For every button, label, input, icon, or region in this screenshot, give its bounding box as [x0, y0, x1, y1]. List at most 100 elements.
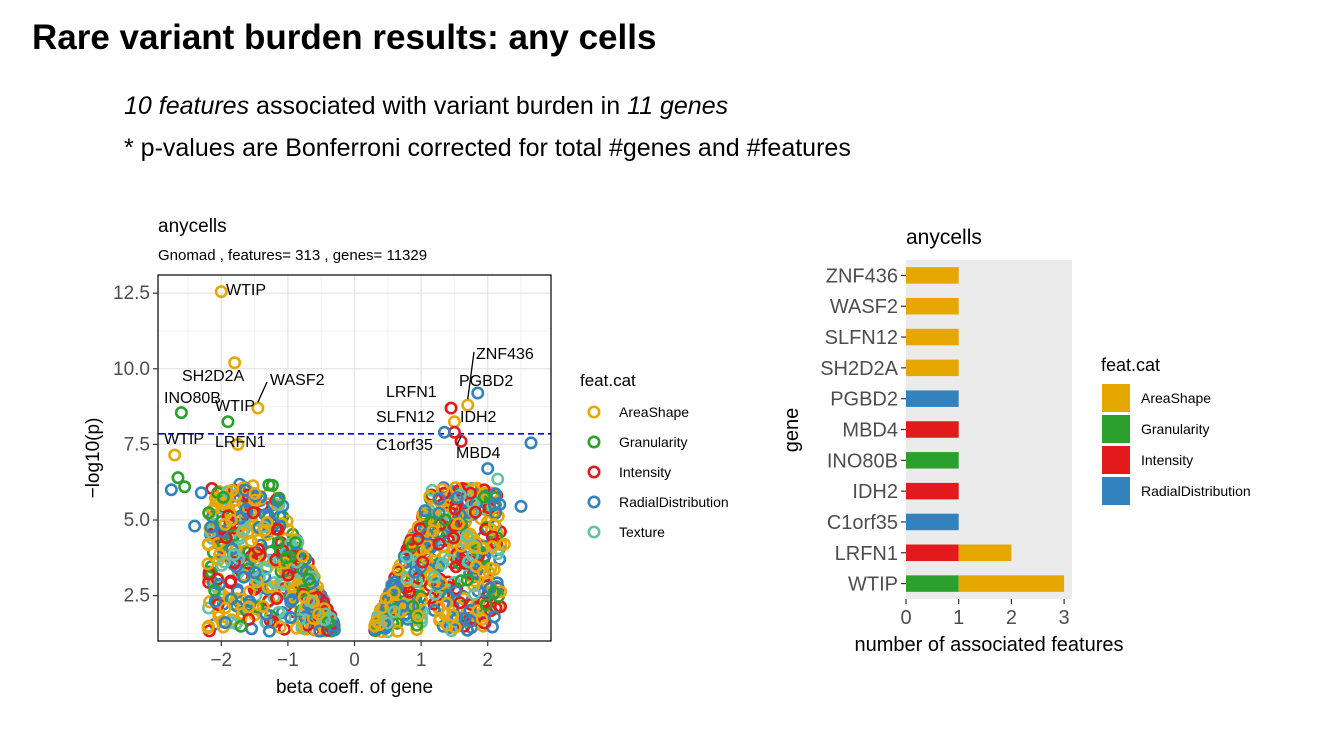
volcano-labeled-point — [251, 401, 265, 415]
bar-idh2-intensity — [906, 482, 959, 500]
volcano-x-axis-label: beta coeff. of gene — [276, 677, 433, 698]
x-tick-label: 1 — [416, 650, 427, 671]
volcano-point — [201, 557, 215, 571]
volcano-y-axis-label: −log10(p) — [83, 418, 104, 499]
volcano-point — [216, 497, 230, 511]
label-leader-znf436 — [467, 351, 475, 400]
volcano-point — [390, 624, 404, 638]
volcano-point — [493, 497, 507, 511]
bar-legend-key-areashape — [1102, 384, 1130, 412]
bar-legend-label-radialdistribution: RadialDistribution — [1141, 483, 1251, 499]
volcano-point — [416, 555, 430, 569]
volcano-labeled-point — [471, 386, 485, 400]
volcano-point — [402, 585, 416, 599]
volcano-point — [248, 486, 262, 500]
legend-label-texture: Texture — [619, 524, 665, 540]
volcano-labeled-point — [214, 285, 228, 299]
bar-wasf2-areashape — [906, 297, 959, 315]
volcano-point — [453, 596, 467, 610]
volcano-labeled-point — [168, 448, 182, 462]
point-label-sh2d2a: SH2D2A — [182, 368, 245, 385]
volcano-point — [433, 611, 447, 625]
volcano-point — [477, 490, 491, 504]
bar-x-tick-label: 2 — [1006, 607, 1017, 629]
y-tick-label: 7.5 — [124, 434, 150, 455]
volcano-point — [450, 491, 464, 505]
volcano-point — [453, 488, 467, 502]
volcano-point — [411, 609, 425, 623]
volcano-point — [460, 573, 474, 587]
volcano-point — [224, 513, 238, 527]
legend-key-granularity — [587, 435, 601, 449]
volcano-point — [213, 577, 227, 591]
volcano-point — [242, 600, 256, 614]
volcano-point — [257, 523, 271, 537]
volcano-point — [460, 529, 474, 543]
bar-y-axis-label: gene — [781, 408, 803, 453]
subtitle-middle: associated with variant burden in — [249, 92, 628, 120]
volcano-point — [487, 586, 501, 600]
bar-lrfn1-intensity — [906, 544, 959, 562]
volcano-point — [249, 549, 263, 563]
legend-key-texture — [587, 525, 601, 539]
volcano-point — [463, 614, 477, 628]
volcano-labeled-point — [174, 406, 188, 420]
volcano-labeled-point — [437, 425, 451, 439]
volcano-point — [251, 542, 265, 556]
volcano-point — [415, 593, 429, 607]
volcano-point — [283, 576, 297, 590]
legend-label-intensity: Intensity — [619, 464, 671, 480]
volcano-point — [427, 570, 441, 584]
x-tick-label: 0 — [349, 650, 360, 671]
bar-x-tick-label: 3 — [1059, 607, 1070, 629]
volcano-point — [244, 534, 258, 548]
bar-category-label-idh2: IDH2 — [852, 481, 898, 503]
volcano-labeled-point — [228, 356, 242, 370]
volcano-point — [481, 462, 495, 476]
volcano-point — [438, 513, 452, 527]
volcano-point — [256, 599, 270, 613]
bar-legend-label-areashape: AreaShape — [1141, 390, 1211, 406]
volcano-point — [237, 523, 251, 537]
y-tick-label: 2.5 — [124, 586, 150, 607]
slide-title: Rare variant burden results: any cells — [32, 18, 657, 57]
subtitle-line-1: 10 features associated with variant burd… — [124, 92, 728, 121]
volcano-labeled-point — [221, 415, 235, 429]
volcano-point — [285, 593, 299, 607]
subtitle-feature-count: 10 features — [124, 92, 250, 120]
bar-legend-label-intensity: Intensity — [1141, 452, 1193, 468]
volcano-point — [398, 555, 412, 569]
volcano-point — [202, 506, 216, 520]
volcano-point — [201, 538, 215, 552]
volcano-point — [465, 549, 479, 563]
volcano-point — [446, 531, 460, 545]
volcano-point — [281, 568, 295, 582]
bar-legend-title: feat.cat — [1101, 355, 1160, 375]
bar-znf436-areashape — [906, 267, 959, 284]
volcano-point — [468, 574, 482, 588]
volcano-point — [375, 601, 389, 615]
y-tick-label: 5.0 — [124, 510, 150, 531]
x-tick-label: −1 — [277, 650, 299, 671]
bar-mbd4-intensity — [906, 421, 959, 438]
legend-label-radialdistribution: RadialDistribution — [619, 494, 729, 510]
volcano-point — [262, 554, 276, 568]
volcano-point — [209, 498, 223, 512]
volcano-point — [432, 537, 446, 551]
volcano-point — [391, 562, 405, 576]
volcano-point — [202, 619, 216, 633]
x-tick-label: 2 — [482, 650, 493, 671]
volcano-point — [451, 517, 465, 531]
subtitle-gene-count: 11 genes — [627, 92, 729, 120]
volcano-point — [273, 620, 287, 634]
volcano-point — [313, 624, 327, 638]
volcano-point — [188, 519, 202, 533]
volcano-point — [380, 616, 394, 630]
legend-label-granularity: Granularity — [619, 434, 687, 450]
point-label-wtip: WTIP — [215, 398, 255, 415]
bar-pgbd2-radialdistribution — [906, 390, 959, 407]
bar-category-label-c1orf35: C1orf35 — [827, 512, 898, 534]
legend-key-radialdistribution — [587, 495, 601, 509]
label-leader-wasf2 — [257, 381, 268, 403]
volcano-point — [467, 540, 481, 554]
